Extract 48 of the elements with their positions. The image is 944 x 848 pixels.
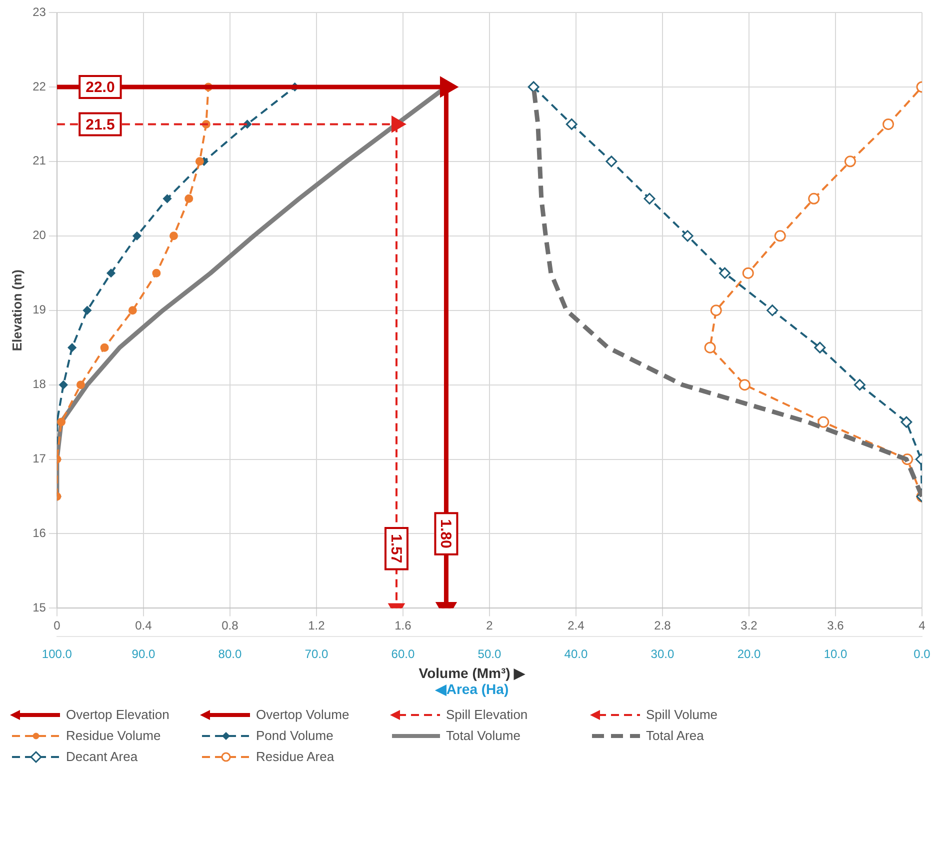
y-tick-label: 20 xyxy=(32,228,46,242)
x-tick-label: 4 xyxy=(918,618,926,633)
annotation: 22.0 xyxy=(86,79,115,96)
x2-tick-label: 30.0 xyxy=(650,647,674,662)
y-tick-label: 16 xyxy=(32,526,46,540)
legend-label: Spill Volume xyxy=(646,707,718,722)
y-axis-title: Elevation (m) xyxy=(9,270,24,352)
y-tick-label: 23 xyxy=(32,4,46,19)
y-tick-label: 15 xyxy=(32,600,46,615)
annotation: 1.80 xyxy=(437,519,454,548)
x2-tick-label: 90.0 xyxy=(132,647,156,662)
x-tick-label: 0 xyxy=(54,618,61,633)
legend-label: Overtop Volume xyxy=(256,707,350,722)
legend-label: Total Area xyxy=(646,728,704,743)
x2-tick-label: 0.0 xyxy=(914,647,931,662)
legend-label: Total Volume xyxy=(446,728,520,743)
legend-label: Overtop Elevation xyxy=(66,707,170,722)
x-tick-label: 3.2 xyxy=(740,618,758,633)
y-tick-label: 18 xyxy=(32,377,46,392)
x2-tick-label: 70.0 xyxy=(304,647,328,662)
legend-label: Decant Area xyxy=(66,749,138,764)
legend-label: Residue Area xyxy=(256,749,334,764)
x2-tick-label: 40.0 xyxy=(564,647,588,662)
x2-tick-label: 20.0 xyxy=(737,647,761,662)
y-tick-label: 19 xyxy=(32,302,46,317)
y-tick-label: 22 xyxy=(32,79,46,94)
y-tick-label: 21 xyxy=(32,154,46,168)
y-tick-label: 17 xyxy=(32,452,46,466)
x-tick-label: 1.6 xyxy=(394,618,412,633)
x2-tick-label: 80.0 xyxy=(218,647,242,662)
x-tick-label: 3.6 xyxy=(827,618,844,633)
x-tick-label: 0.4 xyxy=(135,618,152,633)
x2-axis-title: ◀Area (Ha) xyxy=(434,681,510,697)
x-axis-title: Volume (Mm³) ▶ xyxy=(418,665,526,681)
x2-tick-label: 60.0 xyxy=(391,647,415,662)
legend-label: Residue Volume xyxy=(66,728,161,743)
x-tick-label: 0.8 xyxy=(222,618,239,633)
x2-tick-label: 10.0 xyxy=(824,647,848,662)
x-tick-label: 2.4 xyxy=(568,618,585,633)
annotation: 1.57 xyxy=(387,534,404,564)
x-tick-label: 2 xyxy=(486,618,494,633)
legend-label: Pond Volume xyxy=(256,728,334,743)
legend-label: Spill Elevation xyxy=(446,707,528,722)
x-tick-label: 2.8 xyxy=(654,618,672,633)
x2-tick-label: 50.0 xyxy=(478,647,502,662)
x2-tick-label: 100.0 xyxy=(42,647,72,662)
x-tick-label: 1.2 xyxy=(308,618,326,633)
annotation: 21.5 xyxy=(86,116,115,134)
